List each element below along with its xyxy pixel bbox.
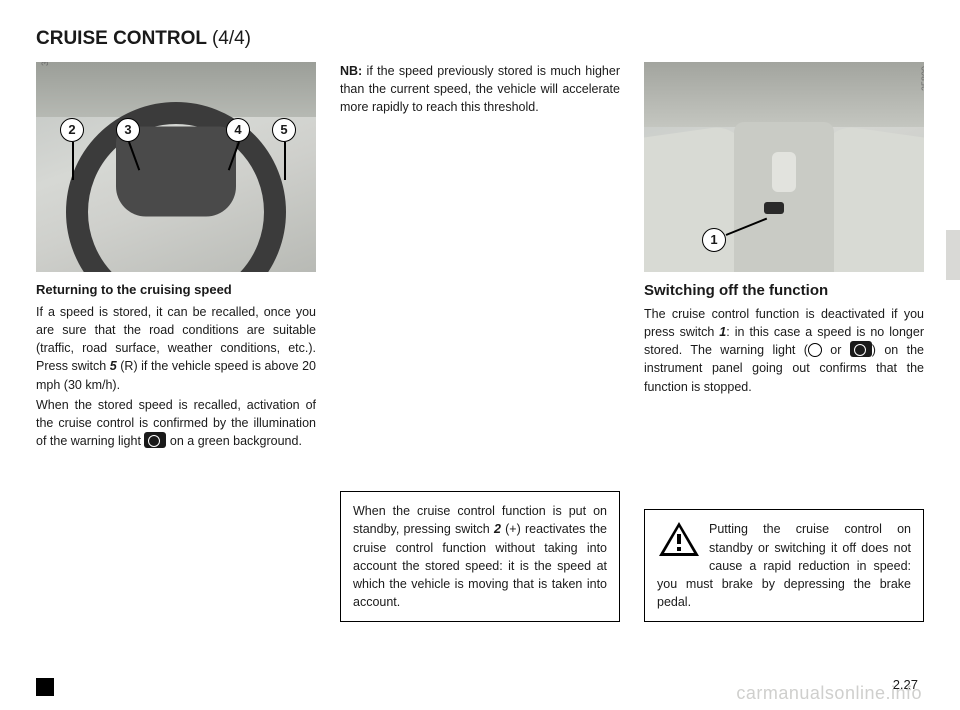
content-columns: 35810 2 3 4 5 Returning to the cruising … <box>36 62 924 622</box>
callout-1: 1 <box>702 228 726 252</box>
callout-3: 3 <box>116 118 140 142</box>
watermark: carmanualsonline.info <box>736 683 922 704</box>
column-1: 35810 2 3 4 5 Returning to the cruising … <box>36 62 316 622</box>
manual-page: CRUISE CONTROL (4/4) 35810 2 3 4 5 Retur… <box>0 0 960 710</box>
col2-nb: NB: if the speed previously stored is mu… <box>340 62 620 118</box>
col3-warning-box: Putting the cruise control on standby or… <box>644 509 924 622</box>
interior-photo: 35809 1 <box>644 62 924 272</box>
cruise-icon <box>144 432 166 448</box>
callout-5: 5 <box>272 118 296 142</box>
steering-wheel-photo: 35810 2 3 4 5 <box>36 62 316 272</box>
col2-notebox: When the cruise control function is put … <box>340 491 620 622</box>
column-2: NB: if the speed previously stored is mu… <box>340 62 620 622</box>
photo-id-1: 35810 <box>40 62 50 66</box>
col3-subhead: Switching off the function <box>644 282 924 299</box>
side-tab <box>946 230 960 280</box>
column-3: 35809 1 Switching off the function The c… <box>644 62 924 622</box>
title-page-count: (4/4) <box>212 28 251 49</box>
photo-id-2: 35809 <box>920 66 924 91</box>
title-main: CRUISE CONTROL <box>36 28 212 49</box>
footer-square-mark <box>36 678 54 696</box>
warning-triangle-icon <box>657 520 701 558</box>
warn-icon-small <box>808 343 822 357</box>
callout-2: 2 <box>60 118 84 142</box>
col1-body: If a speed is stored, it can be recalled… <box>36 303 316 452</box>
callout-4: 4 <box>226 118 250 142</box>
page-title: CRUISE CONTROL (4/4) <box>36 28 924 50</box>
cruise-icon-2 <box>850 341 872 357</box>
col1-subhead: Returning to the cruising speed <box>36 282 316 297</box>
col3-body: The cruise control function is deactivat… <box>644 305 924 398</box>
